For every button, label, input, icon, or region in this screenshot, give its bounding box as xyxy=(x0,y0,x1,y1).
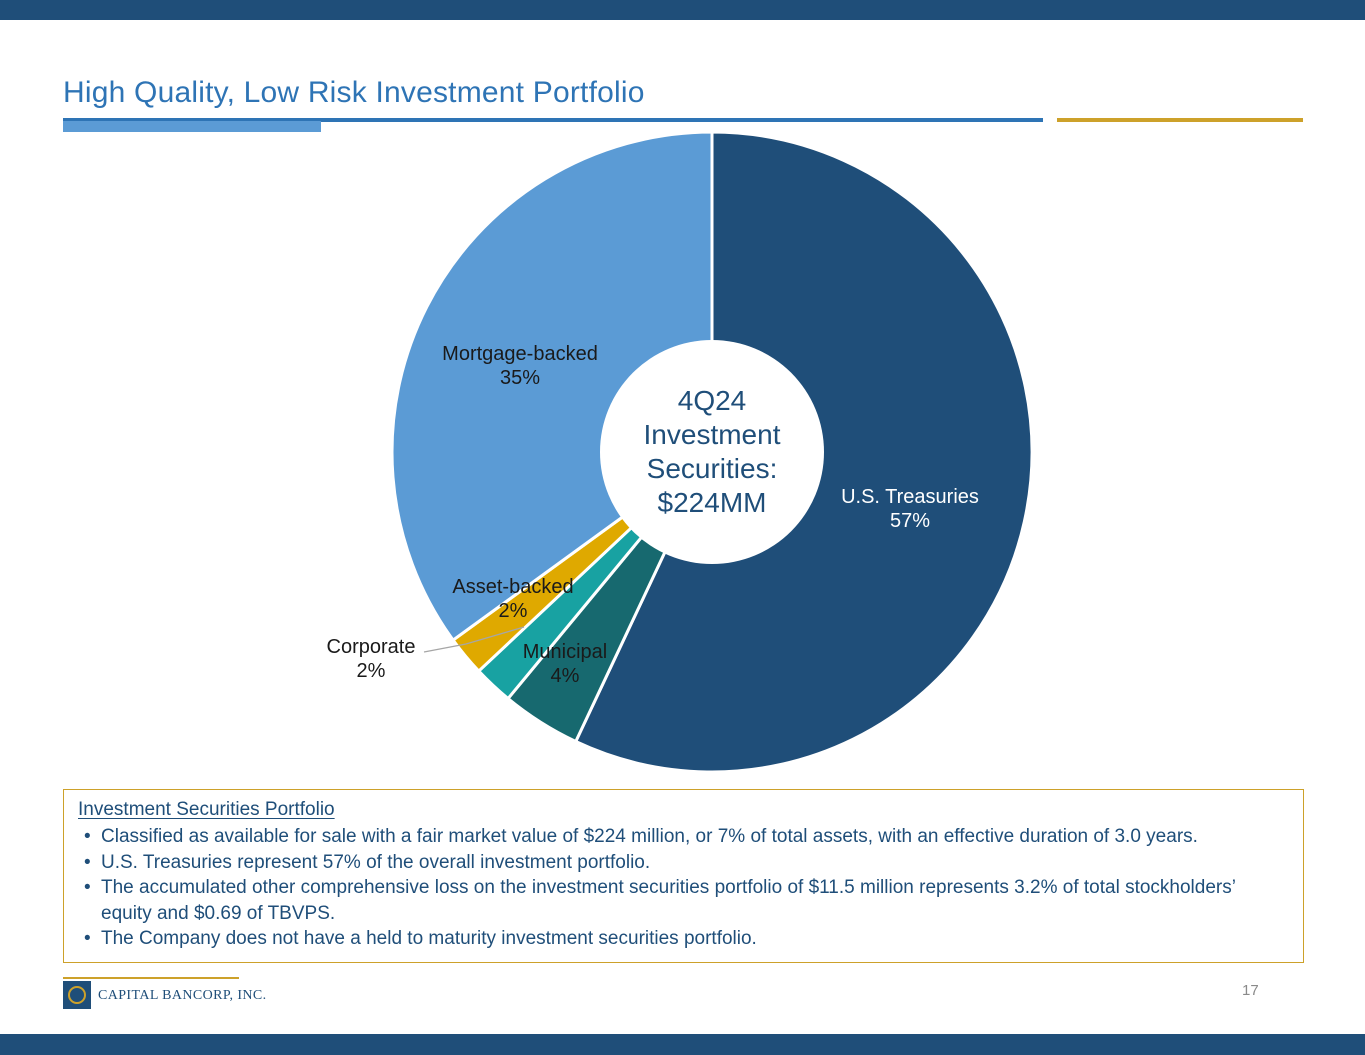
footer-gold-line xyxy=(63,977,239,979)
slice-label: Asset-backed xyxy=(452,576,573,598)
capital-bancorp-logo-icon xyxy=(63,981,91,1009)
note-bullet-4: The Company does not have a held to matu… xyxy=(78,926,1289,952)
notes-heading: Investment Securities Portfolio xyxy=(78,799,335,820)
investment-notes-box: Investment Securities Portfolio Classifi… xyxy=(63,789,1304,963)
slice-label: 35% xyxy=(500,367,540,389)
logo-ring-glyph xyxy=(68,986,86,1004)
label-leader-line xyxy=(423,626,525,653)
title-underline-block xyxy=(63,121,321,132)
slice-label: 2% xyxy=(499,600,528,622)
note-bullet-3: The accumulated other comprehensive loss… xyxy=(78,875,1289,926)
pie-slice-mortgage-backed xyxy=(390,130,714,642)
footer-company-name: CAPITAL BANCORP, INC. xyxy=(98,988,267,1003)
donut-center-label: 4Q24 Investment Securities: $224MM xyxy=(562,384,862,520)
slice-label: 57% xyxy=(890,510,930,532)
slice-label: Corporate xyxy=(327,636,416,658)
slice-label: 4% xyxy=(551,665,580,687)
page-number: 17 xyxy=(1242,982,1259,999)
donut-hole xyxy=(600,340,824,564)
title-underline-blue xyxy=(63,118,1043,122)
title-underline-gold xyxy=(1057,118,1303,122)
donut-center-line-3: Securities: xyxy=(646,453,778,484)
slice-label: U.S. Treasuries xyxy=(841,486,979,508)
donut-center-line-2: Investment xyxy=(643,419,781,450)
notes-list: Classified as available for sale with a … xyxy=(78,824,1289,952)
note-bullet-2: U.S. Treasuries represent 57% of the ove… xyxy=(78,850,1289,876)
slice-label: Mortgage-backed xyxy=(442,343,598,365)
page-title: High Quality, Low Risk Investment Portfo… xyxy=(63,76,645,109)
bottom-accent-bar xyxy=(0,1034,1365,1055)
donut-center-line-1: 4Q24 xyxy=(677,385,747,416)
top-accent-bar xyxy=(0,0,1365,20)
slice-label: Municipal xyxy=(523,641,607,663)
note-bullet-1: Classified as available for sale with a … xyxy=(78,824,1289,850)
donut-center-line-4: $224MM xyxy=(657,487,767,518)
slice-label: 2% xyxy=(357,660,386,682)
